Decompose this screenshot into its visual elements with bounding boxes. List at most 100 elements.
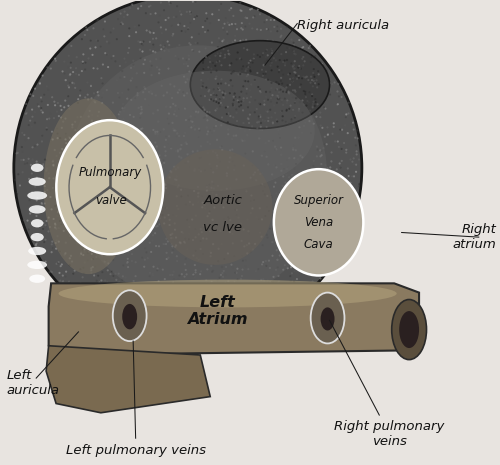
Point (215, 16, 223, 24)
Point (176, 80, 184, 88)
Point (278, 167, 285, 174)
Point (144, 177, 152, 185)
Point (196, 171, 204, 179)
Point (152, 313, 160, 320)
Point (268, 193, 276, 200)
Point (128, 131, 136, 139)
Point (308, 55, 316, 62)
Point (76, 294, 84, 301)
Point (217, 99, 225, 106)
Point (336, 164, 344, 172)
Point (79, 239, 87, 246)
Point (152, 185, 160, 193)
Point (262, 107, 270, 115)
Point (264, 234, 272, 241)
Point (295, 107, 303, 115)
Point (201, 93, 209, 100)
Point (91, 263, 99, 270)
Point (81, 94, 89, 101)
Point (196, 237, 204, 245)
Point (156, 41, 164, 49)
Point (322, 192, 330, 199)
Point (262, 46, 270, 53)
Point (24, 217, 32, 224)
Point (148, 296, 156, 303)
Point (230, 96, 237, 104)
Point (278, 37, 285, 44)
Point (273, 86, 281, 93)
Point (312, 77, 320, 84)
Point (136, 114, 144, 121)
Point (288, 143, 296, 151)
Point (64, 60, 72, 68)
Point (68, 42, 76, 50)
Point (302, 260, 310, 267)
Point (326, 201, 334, 209)
Point (226, 61, 234, 69)
Point (288, 259, 296, 266)
Point (92, 253, 100, 261)
Point (250, 297, 258, 304)
Point (148, 284, 156, 292)
Point (78, 154, 86, 162)
Point (25, 175, 33, 183)
Point (221, 53, 229, 61)
Point (26, 117, 34, 124)
Point (230, 315, 238, 322)
Point (128, 142, 136, 150)
Point (270, 80, 278, 87)
Point (44, 64, 52, 71)
Point (278, 297, 286, 305)
Point (127, 209, 135, 216)
Point (214, 58, 222, 65)
Point (192, 313, 200, 320)
Point (228, 154, 235, 162)
Point (92, 36, 100, 44)
Point (106, 162, 114, 169)
Point (274, 201, 282, 209)
Point (173, 2, 181, 10)
Point (316, 102, 324, 110)
Point (318, 124, 326, 132)
Point (268, 286, 276, 294)
Point (161, 214, 169, 221)
Point (220, 91, 228, 99)
Point (220, 98, 228, 106)
Point (146, 10, 154, 18)
Point (80, 203, 88, 210)
Point (181, 260, 189, 268)
Point (208, 216, 216, 224)
Point (76, 279, 84, 286)
Point (60, 58, 68, 65)
Point (212, 298, 220, 305)
Point (80, 175, 88, 182)
Point (270, 231, 278, 238)
Ellipse shape (113, 290, 146, 341)
Point (186, 230, 194, 238)
Point (244, 132, 252, 139)
Point (141, 245, 149, 252)
Point (344, 129, 351, 137)
Point (142, 27, 150, 34)
Point (117, 169, 125, 177)
Point (99, 61, 107, 68)
Point (172, 127, 179, 134)
Point (262, 58, 270, 66)
Point (204, 87, 212, 95)
Point (130, 23, 138, 30)
Point (276, 71, 284, 79)
Point (217, 322, 225, 329)
Point (74, 34, 82, 42)
Point (192, 293, 200, 300)
Point (316, 200, 324, 207)
Point (31, 120, 39, 127)
Point (150, 161, 158, 168)
Point (302, 213, 310, 220)
Point (240, 243, 248, 250)
Point (174, 205, 182, 213)
Point (103, 141, 111, 149)
Point (140, 83, 148, 91)
Point (128, 96, 136, 104)
Point (330, 79, 338, 86)
Point (292, 88, 300, 95)
